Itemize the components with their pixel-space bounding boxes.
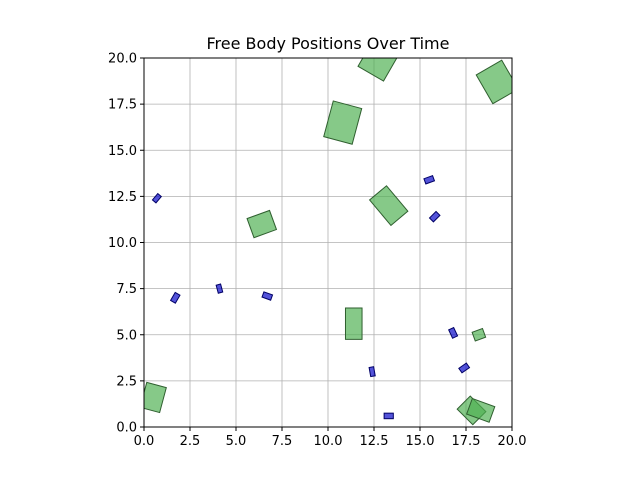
small-body-3 [169,291,181,304]
y-tick-label-5: 12.5 [108,190,137,205]
large-body-4 [246,209,278,239]
large-body-1 [475,59,512,105]
y-tick-label-0: 0.0 [116,421,137,436]
body-marker-group [144,58,512,426]
small-body-0 [151,192,163,204]
large-body-6 [471,327,487,342]
x-tick-label-7: 17.5 [452,434,481,449]
small-body-4 [215,283,224,294]
x-tick-label-3: 7.5 [272,434,293,449]
small-body-9 [383,412,394,420]
y-tick-label-7: 17.5 [108,98,137,113]
body-markers [144,58,512,426]
y-tick-label-1: 2.5 [116,374,137,389]
large-body-2 [323,100,363,145]
large-body-9 [466,397,496,423]
x-tick-label-2: 5.0 [226,434,247,449]
small-body-8 [458,362,471,374]
x-tick-label-8: 20.0 [498,434,527,449]
chart-title: Free Body Positions Over Time [207,34,450,53]
large-body-3 [368,185,409,227]
large-body-7 [144,381,167,414]
small-body-1 [423,174,436,185]
x-tick-label-5: 12.5 [360,434,389,449]
axis-ticks: 0.0 2.5 5.0 7.5 10.0 12.5 15.0 17.5 20.0 0.0 2.5 5.… [108,52,526,450]
small-body-7 [368,366,376,378]
small-body-6 [448,326,459,339]
y-tick-label-8: 20.0 [108,52,137,67]
y-tick-label-4: 10.0 [108,236,137,251]
y-tick-label-3: 7.5 [116,282,137,297]
large-body-0 [357,58,399,82]
y-tick-label-2: 5.0 [116,328,137,343]
x-tick-label-0: 0.0 [134,434,155,449]
small-body-2 [428,210,441,223]
y-tick-label-6: 15.0 [108,144,137,159]
x-tick-label-4: 10.0 [314,434,343,449]
large-body-5 [344,307,363,340]
x-tick-label-6: 15.0 [406,434,435,449]
small-body-5 [261,291,274,301]
x-tick-label-1: 2.5 [180,434,201,449]
